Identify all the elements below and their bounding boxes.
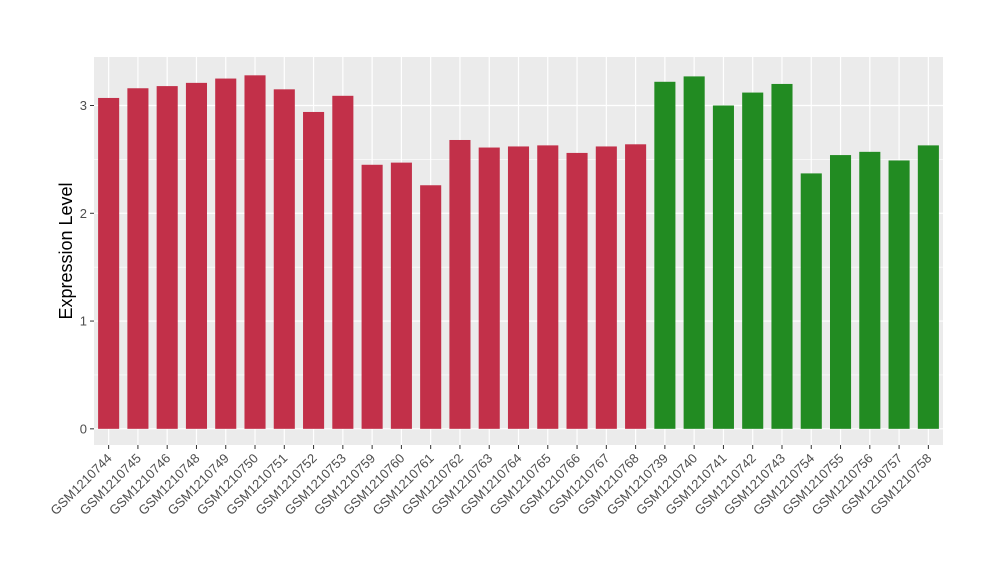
y-tick-label: 0 xyxy=(80,421,87,436)
bar xyxy=(859,151,881,429)
bar xyxy=(683,76,705,429)
bar xyxy=(244,75,266,429)
bar xyxy=(215,78,237,429)
bar xyxy=(332,95,354,429)
bar xyxy=(478,147,500,429)
y-axis-label: Expression Level xyxy=(56,182,76,319)
bar xyxy=(185,82,208,429)
y-tick-label: 1 xyxy=(80,314,87,329)
bar xyxy=(654,81,676,429)
y-axis: 0 1 2 3 xyxy=(80,98,94,436)
bar xyxy=(566,152,588,429)
bar xyxy=(888,160,910,429)
bar xyxy=(420,185,442,429)
y-tick-label: 3 xyxy=(80,98,87,113)
bar xyxy=(449,139,471,429)
bars xyxy=(98,75,939,429)
bar xyxy=(273,89,295,429)
bar xyxy=(595,146,617,429)
bar xyxy=(127,88,149,429)
bar xyxy=(742,92,764,429)
bar xyxy=(537,145,559,429)
bar xyxy=(303,111,325,429)
bar xyxy=(507,146,530,429)
bar xyxy=(712,105,734,429)
bar xyxy=(800,173,822,429)
bar xyxy=(917,145,939,429)
x-axis: GSM1210744GSM1210745GSM1210746GSM1210748… xyxy=(47,445,934,518)
bar xyxy=(361,164,383,429)
bar xyxy=(771,83,793,429)
bar xyxy=(156,86,178,429)
y-tick-label: 2 xyxy=(80,206,87,221)
bar xyxy=(390,162,412,429)
bar xyxy=(98,97,120,429)
bar xyxy=(625,144,647,429)
bar xyxy=(829,155,852,429)
